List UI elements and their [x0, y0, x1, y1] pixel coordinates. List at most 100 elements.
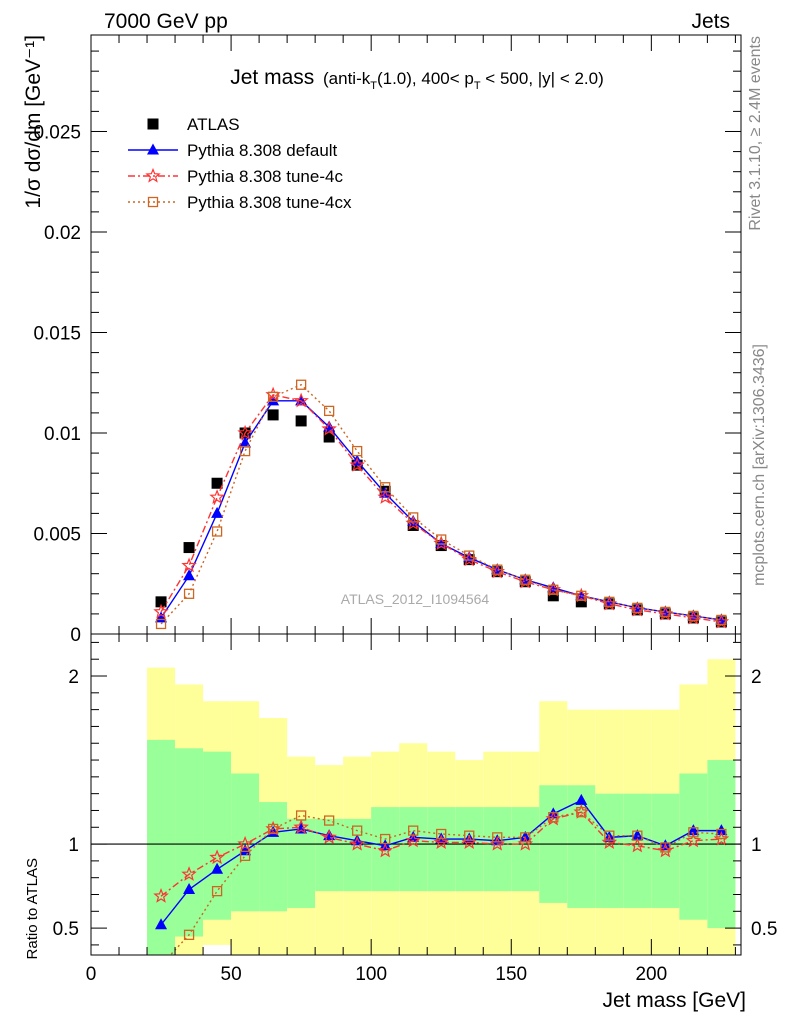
- main-data-point: [352, 445, 363, 457]
- ratio-data-point: [685, 832, 702, 848]
- ratio-data-point: [548, 812, 559, 823]
- main-data-point: [604, 596, 615, 607]
- y-tick-label: 0: [70, 625, 81, 646]
- main-data-point: [464, 550, 475, 561]
- x-tick-label: 150: [495, 964, 527, 985]
- main-data-point: [209, 489, 225, 504]
- ratio-band-inner: [595, 793, 624, 908]
- ratio-y-tick-label-right: 2: [751, 667, 762, 688]
- ratio-band-inner: [623, 793, 652, 908]
- main-ylabel: 1/σ dσ/dm [GeV⁻¹]: [22, 35, 45, 209]
- title-cut-mid: (1.0), 400< p: [377, 69, 474, 88]
- main-data-point: [407, 514, 420, 526]
- main-data-point: [267, 391, 279, 402]
- main-data-point: [492, 564, 503, 575]
- ratio-data-point: [293, 819, 309, 834]
- ratio-band-inner: [399, 807, 428, 892]
- ratio-series-line: [160, 811, 722, 897]
- ratio-data-point: [209, 849, 225, 865]
- main-data-point: [239, 445, 251, 457]
- main-data-point: [548, 584, 559, 595]
- main-data-point: [380, 482, 391, 493]
- title-cut-sub2: T: [474, 80, 481, 92]
- main-series-layer: [153, 379, 730, 630]
- ratio-data-point: [688, 827, 699, 838]
- legend-item: ATLAS: [147, 115, 240, 134]
- ratio-data-point: [464, 830, 475, 841]
- rivet-version-label: Rivet 3.1.10, ≥ 2.4M events: [747, 36, 764, 231]
- ratio-data-point: [349, 835, 365, 851]
- x-tick-label: 100: [355, 964, 387, 985]
- ratio-data-point: [183, 929, 195, 940]
- main-data-point: [267, 409, 279, 421]
- ratio-y-tick-label: 1: [68, 835, 79, 856]
- main-data-point: [519, 573, 532, 585]
- header-right: Jets: [691, 10, 730, 33]
- ratio-y-tick-label-right: 1: [751, 835, 762, 856]
- ratio-data-point: [239, 844, 252, 856]
- ratio-data-point: [237, 835, 253, 851]
- ratio-data-point: [575, 793, 588, 805]
- analysis-watermark: ATLAS_2012_I1094564: [341, 591, 490, 607]
- legend: ATLAS Pythia 8.308 default Pythia 8.308 tu…: [128, 115, 352, 212]
- main-data-point: [576, 590, 587, 601]
- ratio-band-inner: [483, 807, 512, 892]
- x-tick-label: 0: [86, 964, 97, 985]
- title-cut-prefix: (anti-k: [323, 69, 371, 88]
- main-data-point: [547, 590, 559, 602]
- ratio-data-point: [436, 828, 447, 840]
- main-data-point: [323, 431, 335, 443]
- title-cut-sub: T: [370, 80, 377, 92]
- y-tick-label: 0.02: [44, 223, 81, 244]
- ratio-band-inner: [203, 751, 232, 920]
- main-data-point: [267, 394, 280, 406]
- ratio-series-layer: [153, 793, 730, 955]
- ratio-data-point: [211, 862, 224, 874]
- mcplots-credit-label: mcplots.cern.ch [arXiv:1306.3436]: [751, 344, 768, 586]
- legend-marker: [147, 118, 159, 130]
- ratio-band-inner: [427, 807, 456, 892]
- main-series-3: [155, 379, 727, 630]
- y-tick-label: 0.005: [33, 524, 81, 545]
- legend-label: Pythia 8.308 tune-4c: [187, 167, 343, 186]
- main-data-point: [632, 602, 643, 614]
- main-data-point: [211, 506, 224, 518]
- ratio-band-inner: [679, 773, 708, 920]
- main-data-point: [293, 392, 309, 408]
- main-data-point: [181, 557, 197, 573]
- ratio-data-point: [183, 882, 196, 894]
- legend-marker: [147, 196, 159, 208]
- main-data-point: [349, 456, 365, 472]
- ratio-data-point: [321, 829, 337, 844]
- ratio-data-point: [631, 829, 644, 841]
- legend-item: Pythia 8.308 tune-4c: [128, 167, 343, 186]
- main-data-point: [323, 420, 336, 432]
- ratio-data-point: [660, 842, 671, 853]
- ratio-band-inner: [343, 818, 372, 892]
- ratio-axes: 0 50 100 150 200 0.5 0.5 1 1 2 2: [53, 634, 777, 985]
- ratio-data-point: [520, 832, 531, 843]
- ratio-data-point: [155, 918, 168, 930]
- ratio-data-point: [181, 866, 197, 881]
- main-data-point: [237, 424, 253, 440]
- svg-text:Jet mass (anti-kT(1.0),: Jet mass (anti-kT(1.0), 400< pT < 500, |…: [230, 66, 604, 92]
- ratio-data-point: [267, 823, 279, 835]
- ratio-data-point: [576, 806, 587, 818]
- main-data-point: [295, 379, 307, 390]
- ratio-band-inner: [231, 773, 260, 912]
- main-data-point: [155, 596, 167, 608]
- ratio-y-tick-label: 2: [68, 667, 79, 688]
- ratio-data-point: [433, 834, 449, 850]
- main-data-point: [211, 526, 223, 537]
- ratio-data-point: [632, 830, 643, 841]
- ratio-y-tick-label: 0.5: [53, 919, 79, 940]
- ratio-data-point: [492, 832, 503, 843]
- main-series-line: [160, 383, 722, 625]
- main-data-point: [295, 415, 307, 427]
- main-data-point: [323, 405, 335, 417]
- main-data-point: [155, 618, 167, 630]
- legend-item: Pythia 8.308 tune-4cx: [128, 193, 352, 212]
- main-data-point: [377, 489, 393, 504]
- ratio-data-point: [629, 837, 646, 853]
- main-data-point: [183, 542, 195, 554]
